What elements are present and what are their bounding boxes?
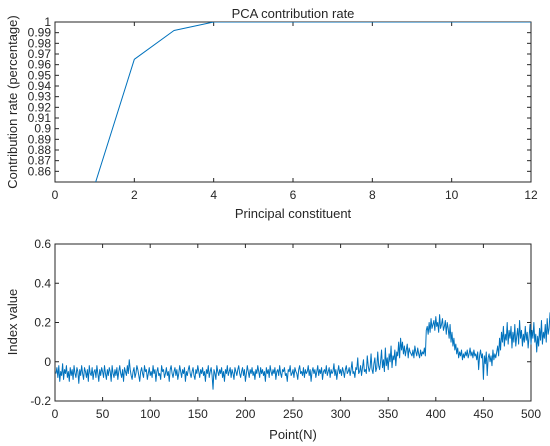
- x-tick-label: 2: [131, 188, 138, 202]
- y-tick-label: 0.89: [28, 132, 52, 146]
- y-tick-label: 0.98: [28, 36, 52, 50]
- y-tick-label: 0.95: [28, 68, 52, 82]
- chart1-title: PCA contribution rate: [232, 6, 355, 21]
- chart2-y-axis-label: Index value: [5, 289, 20, 356]
- chart2-x-axis-label: Point(N): [269, 427, 317, 442]
- y-tick-label: 0.6: [34, 237, 51, 251]
- y-tick-label: 0.2: [34, 316, 51, 330]
- x-tick-label: 200: [235, 407, 255, 421]
- x-tick-label: 0: [52, 407, 59, 421]
- y-tick-label: 0: [44, 355, 51, 369]
- x-tick-label: 4: [210, 188, 217, 202]
- y-tick-label: 0.87: [28, 154, 52, 168]
- y-tick-label: 0.86: [28, 164, 52, 178]
- series-line: [55, 312, 550, 390]
- y-tick-label: 0.9: [34, 122, 51, 136]
- y-tick-label: 0.97: [28, 47, 52, 61]
- y-tick-label: 0.94: [28, 79, 52, 93]
- y-tick-label: 0.91: [28, 111, 52, 125]
- chart1-ticks: 0 2 4 6 8 10 12 0.860.870.880.890.90.910.920.93…: [28, 15, 538, 202]
- chart2-plot-area: [55, 312, 550, 390]
- chart1-y-axis-label: Contribution rate (percentage): [5, 15, 20, 188]
- x-tick-label: 250: [283, 407, 303, 421]
- y-tick-label: 0.96: [28, 58, 52, 72]
- chart1-x-axis-label: Principal constituent: [235, 206, 352, 221]
- x-tick-label: 450: [473, 407, 493, 421]
- x-tick-label: 150: [188, 407, 208, 421]
- x-tick-label: 500: [521, 407, 541, 421]
- index-value-chart: 0 50 100 150 200 250 300 350 400 450 500-0.200.20.…: [5, 237, 550, 442]
- x-tick-label: 400: [426, 407, 446, 421]
- y-tick-label: -0.2: [30, 394, 51, 408]
- series-line: [95, 22, 531, 182]
- y-tick-label: 0.93: [28, 90, 52, 104]
- chart1-plot-area: [95, 22, 531, 182]
- x-tick-label: 100: [140, 407, 160, 421]
- x-tick-label: 10: [445, 188, 459, 202]
- x-tick-label: 0: [52, 188, 59, 202]
- chart2-axes-box: [54, 243, 532, 402]
- pca-contribution-chart: PCA contribution rate 0 2 4 6 8 10 120.860.870…: [5, 6, 538, 221]
- chart1-axes-box: [54, 21, 532, 183]
- chart2-ticks: 0 50 100 150 200 250 300 350 400 450 500-0.200.20.…: [30, 237, 541, 421]
- x-tick-label: 6: [290, 188, 297, 202]
- x-tick-label: 12: [524, 188, 538, 202]
- y-tick-label: 0.4: [34, 276, 51, 290]
- x-tick-label: 300: [331, 407, 351, 421]
- y-tick-label: 1: [44, 15, 51, 29]
- x-tick-label: 50: [96, 407, 110, 421]
- y-tick-label: 0.92: [28, 100, 52, 114]
- y-tick-label: 0.88: [28, 143, 52, 157]
- x-tick-label: 8: [369, 188, 376, 202]
- y-tick-label: 0.99: [28, 26, 52, 40]
- x-tick-label: 350: [378, 407, 398, 421]
